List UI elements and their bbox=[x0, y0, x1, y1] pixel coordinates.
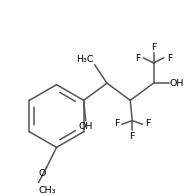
Text: F: F bbox=[146, 119, 151, 128]
Text: F: F bbox=[151, 43, 156, 52]
Text: F: F bbox=[114, 119, 119, 128]
Text: F: F bbox=[135, 54, 140, 63]
Text: OH: OH bbox=[170, 79, 184, 88]
Text: F: F bbox=[130, 132, 135, 141]
Text: H₃C: H₃C bbox=[76, 55, 94, 64]
Text: OH: OH bbox=[79, 122, 93, 131]
Text: O: O bbox=[38, 169, 45, 178]
Text: CH₃: CH₃ bbox=[38, 186, 56, 195]
Text: F: F bbox=[167, 54, 172, 63]
